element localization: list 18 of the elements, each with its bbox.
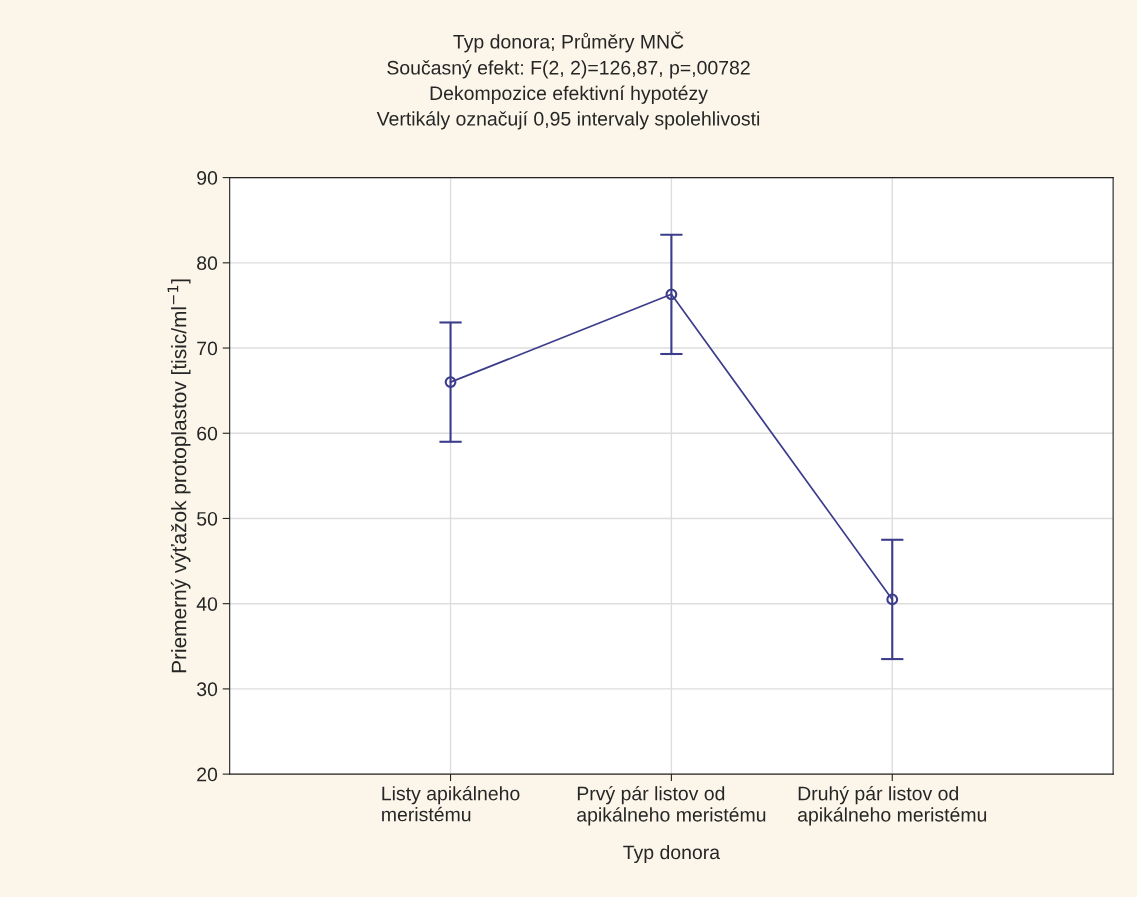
y-tick-label: 30: [196, 682, 218, 697]
y-tick-label: 90: [197, 171, 218, 185]
y-tick-label: 70: [197, 341, 218, 356]
chart-title: Typ donora; Průměry MNČ: [453, 31, 684, 53]
y-tick-label: 20: [197, 767, 218, 782]
y-axis-title: Priemerný výťažok protoplastov [tisic/ml$^{−1}$]: [167, 279, 191, 673]
y-tick-label: 50: [197, 511, 218, 526]
y-tick-label: 60: [197, 426, 218, 441]
point: [444, 376, 457, 389]
x-tick-label: Druhý pár listov od apikálneho meristému: [797, 785, 987, 826]
chart-subtitle: Současný efekt: F(2, 2)=126,87, p=,00782 Dekompozice efektivní hypotézy Vertikály označují 0,95 intervaly spolehlivosti: [376, 60, 760, 130]
point: [886, 593, 899, 606]
x-tick-label: Prvý pár listov od apikálneho meristému: [577, 785, 766, 826]
x-axis-title: Typ donora: [623, 844, 721, 864]
y-tick-label: 40: [196, 597, 218, 611]
y-tick-label: 80: [197, 256, 218, 271]
point: [665, 288, 678, 301]
x-tick-label: Listy apikálneho meristému: [382, 785, 520, 822]
